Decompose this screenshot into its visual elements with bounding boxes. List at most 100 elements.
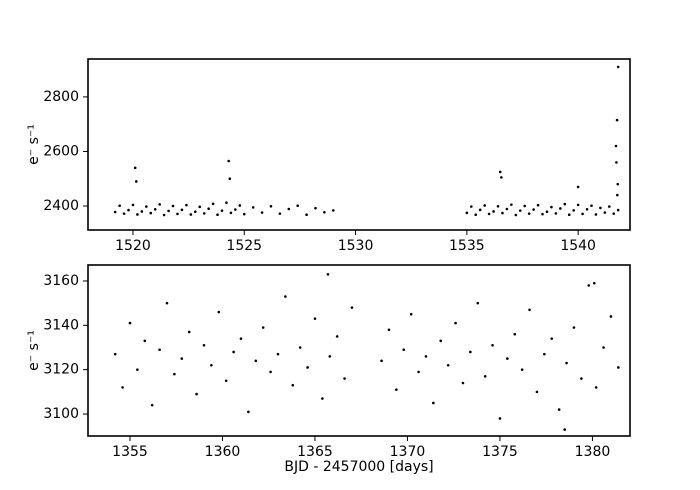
point <box>439 339 443 343</box>
point <box>592 281 596 285</box>
point <box>514 213 518 217</box>
point <box>572 209 575 212</box>
point <box>306 366 309 369</box>
point <box>220 209 224 212</box>
point <box>505 207 509 211</box>
point <box>323 210 326 214</box>
point <box>284 295 287 298</box>
point <box>587 284 591 287</box>
point <box>594 213 598 216</box>
point <box>461 381 465 385</box>
point <box>131 203 135 207</box>
point <box>527 212 531 215</box>
point <box>483 204 486 207</box>
point <box>541 212 544 216</box>
point <box>532 208 535 211</box>
point <box>387 328 391 332</box>
x-tick-label: 1535 <box>449 238 485 254</box>
point <box>140 210 144 213</box>
point <box>607 205 611 208</box>
point <box>581 212 584 216</box>
point <box>520 368 524 371</box>
x-tick-label: 1360 <box>205 444 241 460</box>
point <box>545 210 549 214</box>
y-tick-label: 2800 <box>43 89 79 105</box>
point <box>261 326 265 329</box>
point <box>180 357 184 360</box>
point <box>143 339 147 343</box>
point <box>335 335 339 338</box>
point <box>216 213 219 217</box>
point <box>565 361 568 365</box>
point <box>224 379 228 383</box>
point <box>554 212 558 215</box>
point <box>176 212 179 216</box>
point <box>128 321 132 325</box>
point <box>260 211 264 214</box>
point <box>228 177 232 181</box>
point <box>217 310 221 314</box>
point <box>227 159 230 163</box>
point <box>121 386 124 389</box>
point <box>326 273 330 276</box>
axes-frame <box>87 264 631 437</box>
point <box>518 209 522 212</box>
point <box>278 212 282 215</box>
point <box>343 377 346 380</box>
point <box>417 370 420 374</box>
x-tick-label: 1540 <box>560 238 596 254</box>
point <box>254 359 258 363</box>
point <box>173 372 176 376</box>
x-tick-label: 1530 <box>338 238 374 254</box>
point <box>269 204 273 208</box>
point <box>446 363 450 367</box>
point <box>550 337 554 340</box>
point <box>225 201 228 205</box>
point <box>487 212 491 216</box>
point <box>616 182 620 186</box>
point <box>113 352 117 356</box>
point <box>506 357 509 360</box>
point <box>563 428 567 431</box>
y-tick-label: 2400 <box>43 198 79 214</box>
point <box>602 346 605 349</box>
point <box>615 161 618 164</box>
point <box>498 170 502 174</box>
point <box>491 343 494 347</box>
point <box>454 321 457 325</box>
point <box>149 211 153 215</box>
point <box>476 301 480 305</box>
point <box>185 203 188 207</box>
point <box>424 355 428 358</box>
point <box>296 204 299 208</box>
y-tick-label: 2600 <box>43 143 79 159</box>
point <box>492 210 495 213</box>
point <box>238 204 242 207</box>
point <box>189 213 193 216</box>
point <box>193 210 197 214</box>
point <box>118 204 121 208</box>
point <box>616 65 620 69</box>
point <box>331 209 335 212</box>
point <box>234 208 237 211</box>
point <box>469 205 473 208</box>
point <box>474 213 478 217</box>
point <box>496 204 500 208</box>
point <box>585 207 589 211</box>
point <box>617 366 620 369</box>
point <box>198 205 202 209</box>
point <box>232 350 235 354</box>
point <box>609 315 613 318</box>
point <box>498 417 502 420</box>
point <box>202 212 206 215</box>
point <box>171 204 175 208</box>
point <box>465 211 469 215</box>
point <box>599 206 602 210</box>
point <box>615 118 619 122</box>
point <box>501 211 504 215</box>
point <box>136 368 139 371</box>
point <box>287 207 291 211</box>
point <box>195 392 198 396</box>
point <box>187 330 191 334</box>
